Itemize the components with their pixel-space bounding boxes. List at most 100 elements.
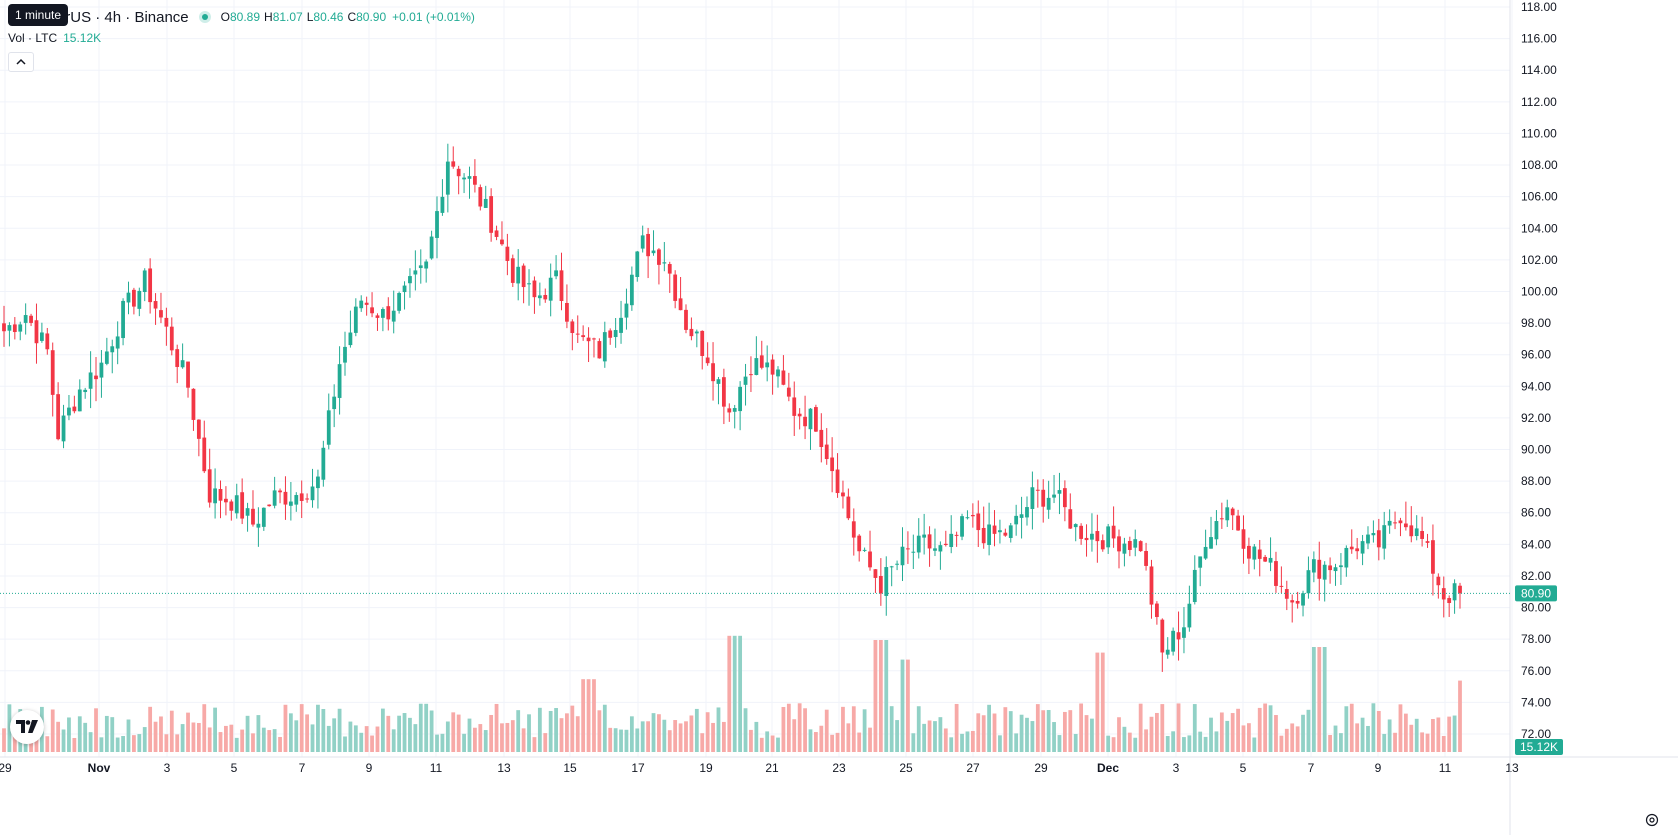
y-tick-label: 116.00 — [1521, 32, 1557, 46]
volume-bar — [1333, 725, 1338, 752]
candle-body — [1187, 603, 1192, 628]
candle-body — [1458, 585, 1462, 594]
y-tick-label: 86.00 — [1521, 506, 1551, 520]
candle-body — [976, 513, 981, 531]
volume-bar — [1247, 723, 1251, 752]
candle-body — [272, 490, 277, 506]
candle-body — [1344, 547, 1349, 568]
y-tick-label: 88.00 — [1521, 474, 1551, 488]
candle-body — [841, 492, 845, 497]
volume-legend[interactable]: Vol · LTC 15.12K — [8, 31, 101, 45]
volume-bar — [1165, 735, 1170, 752]
volume-bar — [927, 720, 932, 752]
volume-bar — [196, 722, 201, 752]
volume-bar — [694, 708, 699, 752]
candle-body — [532, 280, 537, 298]
volume-bar — [954, 703, 959, 752]
volume-bar — [711, 722, 715, 752]
candle-body — [1133, 539, 1138, 548]
volume-bar — [678, 723, 683, 752]
volume-bar — [1084, 715, 1089, 752]
candle-body — [413, 270, 418, 275]
volume-bar — [408, 717, 412, 752]
volume-bar — [889, 706, 894, 752]
candle-body — [678, 298, 683, 311]
candle-body — [743, 376, 748, 385]
candle-body — [1225, 507, 1230, 521]
candle-body — [61, 415, 66, 442]
volume-bar — [77, 716, 82, 752]
candle-body — [1046, 497, 1051, 510]
volume-bar — [72, 737, 77, 752]
gear-icon[interactable] — [1644, 812, 1660, 828]
close-value: 80.90 — [356, 10, 387, 24]
volume-bar — [1339, 733, 1343, 752]
y-tick-label: 112.00 — [1521, 95, 1557, 109]
candle-body — [186, 361, 190, 388]
volume-bar — [586, 679, 591, 752]
volume-bar — [819, 725, 824, 752]
volume-bar — [635, 728, 640, 752]
x-tick-label: 9 — [366, 761, 373, 775]
candle-body — [510, 258, 515, 283]
candle-body — [1317, 559, 1322, 579]
candle-body — [981, 527, 986, 544]
volume-bar — [619, 729, 623, 752]
candle-body — [1219, 518, 1224, 520]
candle-body — [451, 161, 456, 167]
volume-bar — [1008, 711, 1013, 752]
volume-bar — [884, 640, 889, 752]
volume-bar — [56, 721, 61, 752]
candle-body — [321, 447, 326, 480]
tradingview-logo-icon[interactable] — [10, 710, 44, 744]
candle-body — [1003, 532, 1008, 536]
candle-body — [1398, 520, 1403, 524]
candle-body — [299, 493, 304, 501]
volume-bar — [1041, 710, 1046, 752]
volume-bar — [808, 729, 813, 752]
volume-bar — [429, 710, 434, 752]
candle-body — [50, 350, 55, 395]
candle-body — [581, 335, 586, 338]
candle-body — [808, 408, 813, 430]
volume-bar — [1095, 652, 1100, 752]
volume-bar — [608, 727, 613, 752]
volume-bar — [613, 728, 618, 752]
candle-body — [224, 498, 228, 503]
candle-body — [408, 276, 412, 284]
volume-bar — [1366, 725, 1370, 752]
candle-body — [1403, 523, 1408, 528]
candle-body — [548, 277, 553, 301]
candle-body — [462, 177, 466, 180]
candle-body — [770, 359, 775, 375]
collapse-legend-button[interactable] — [8, 52, 34, 72]
volume-bar — [1279, 735, 1284, 752]
volume-bar — [727, 635, 732, 752]
volume-bar — [456, 714, 461, 752]
volume-bar — [500, 723, 504, 752]
volume-bar — [987, 704, 991, 752]
candle-body — [900, 546, 905, 566]
volume-bar — [1458, 680, 1462, 752]
volume-bar — [180, 724, 185, 752]
y-tick-label: 74.00 — [1521, 695, 1551, 709]
volume-bar — [467, 718, 472, 752]
candle-body — [1019, 514, 1024, 518]
volume-bar — [1019, 714, 1024, 752]
candle-body — [516, 266, 521, 284]
tv-logo-mark — [16, 720, 38, 733]
volume-bar — [489, 714, 494, 752]
candle-body — [657, 249, 661, 265]
candle-body — [1073, 524, 1078, 528]
candle-body — [207, 469, 212, 503]
volume-bar — [548, 710, 553, 752]
candle-body — [824, 444, 829, 460]
x-tick-label: 19 — [699, 761, 713, 775]
candle-body — [727, 408, 732, 413]
candle-body — [1025, 507, 1029, 518]
candle-body — [1414, 528, 1419, 537]
volume-bar — [1030, 721, 1035, 752]
candle-body — [960, 516, 964, 537]
